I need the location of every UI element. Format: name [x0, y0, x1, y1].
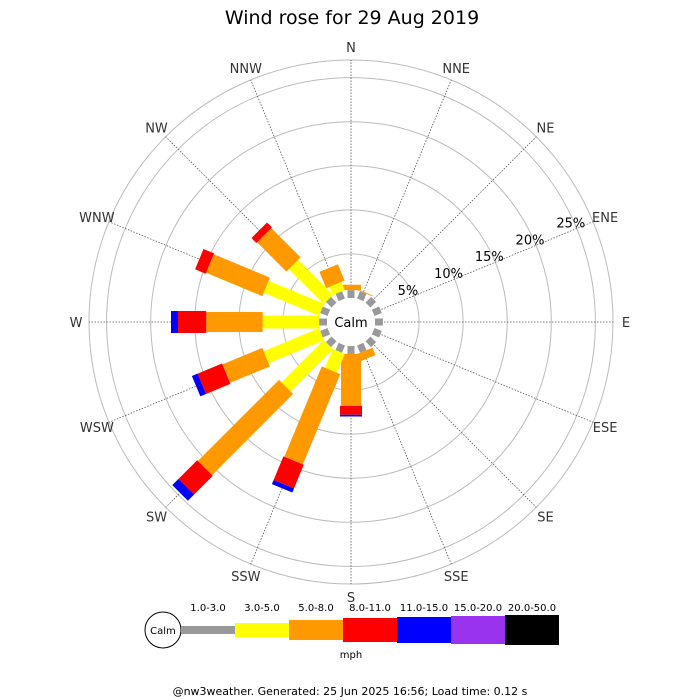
direction-label-se: SE [537, 511, 553, 526]
bar-nw-5.0-8.0 [257, 228, 301, 272]
bar-ssw-11.0-15.0 [271, 480, 294, 493]
direction-label-nnw: NNW [230, 62, 262, 77]
direction-label-ne: NE [537, 122, 555, 137]
speed-legend: Calm 1.0-3.0 3.0-5.0 5.0-8.0 8.0-11.0 11.0-15… [144, 603, 559, 661]
percent-label-15: 15% [475, 250, 504, 265]
bar-s-8.0-11.0 [340, 405, 362, 415]
footer-text: @nw3weather. Generated: 25 Jun 2025 16:5… [173, 685, 528, 698]
bar-ene-1.0-3.0 [371, 306, 382, 316]
bar-nw-3.0-5.0 [288, 259, 333, 304]
direction-label-wnw: WNW [79, 211, 115, 226]
bar-nne-5.0-8.0 [354, 287, 373, 297]
legend-swatch-1.0-3.0 [181, 626, 235, 634]
bar-nw-8.0-11.0 [251, 222, 272, 243]
bar-w-1.0-3.0 [319, 318, 327, 326]
bar-wsw-3.0-5.0 [263, 328, 324, 364]
bar-s-5.0-8.0 [341, 353, 361, 406]
bar-wnw-8.0-11.0 [195, 249, 215, 274]
legend-label-20.0-50.0: 20.0-50.0 [508, 603, 556, 614]
percent-label-5: 5% [398, 284, 419, 299]
chart-title: Wind rose for 29 Aug 2019 [225, 7, 479, 29]
direction-labels: N NNE NE ENE E ESE SE SSE S SSW SW WSW W WNW NW NNW [70, 41, 631, 606]
legend-swatch-3.0-5.0 [235, 623, 289, 637]
bar-w-11.0-15.0 [171, 311, 178, 333]
bar-w-3.0-5.0 [262, 315, 320, 329]
percent-label-10: 10% [434, 267, 463, 282]
legend-swatch-11.0-15.0 [397, 617, 451, 643]
legend-label-1.0-3.0: 1.0-3.0 [190, 603, 225, 614]
direction-label-wsw: WSW [80, 421, 114, 436]
spoke-nne [359, 79, 452, 300]
bar-wsw-1.0-3.0 [320, 328, 331, 338]
bar-nw-1.0-3.0 [325, 296, 337, 308]
percent-label-25: 25% [556, 217, 585, 232]
bar-ssw-1.0-3.0 [335, 342, 345, 353]
bar-nnw-3.0-5.0 [329, 281, 345, 295]
calm-circle [327, 298, 375, 346]
direction-label-nne: NNE [442, 62, 470, 77]
direction-label-ssw: SSW [231, 570, 261, 585]
direction-label-n: N [346, 41, 356, 56]
legend-swatch-5.0-8.0 [289, 620, 343, 640]
bar-sw-3.0-5.0 [281, 340, 333, 392]
legend-swatch-20.0-50.0 [505, 615, 559, 645]
spoke-se [367, 338, 537, 508]
legend-label-3.0-5.0: 3.0-5.0 [244, 603, 279, 614]
bar-sw-1.0-3.0 [325, 336, 337, 348]
bar-wnw-5.0-8.0 [206, 254, 270, 297]
bar-ese-1.0-3.0 [371, 328, 382, 338]
bar-ssw-5.0-8.0 [284, 366, 341, 465]
bar-e-1.0-3.0 [375, 318, 383, 326]
legend-calm-label: Calm [150, 626, 176, 637]
legend-label-8.0-11.0: 8.0-11.0 [349, 603, 391, 614]
legend-label-11.0-15.0: 11.0-15.0 [400, 603, 448, 614]
direction-label-ese: ESE [593, 421, 618, 436]
bar-w-5.0-8.0 [206, 312, 263, 332]
bar-w-8.0-11.0 [178, 311, 207, 333]
direction-label-w: W [70, 316, 83, 331]
legend-label-5.0-8.0: 5.0-8.0 [298, 603, 333, 614]
legend-unit: mph [340, 650, 362, 661]
spoke-sse [359, 344, 452, 565]
wind-bars [171, 222, 383, 501]
bar-nnw-5.0-8.0 [319, 264, 345, 289]
direction-label-s: S [347, 591, 355, 606]
legend-label-15.0-20.0: 15.0-20.0 [454, 603, 502, 614]
direction-label-ene: ENE [592, 211, 618, 226]
spoke-ene [373, 221, 594, 314]
bar-wsw-5.0-8.0 [222, 347, 270, 383]
direction-label-sw: SW [146, 511, 167, 526]
bar-se-1.0-3.0 [365, 336, 377, 348]
bar-sw-11.0-15.0 [172, 478, 195, 501]
grid-circle-4 [150, 121, 552, 523]
bar-ssw-3.0-5.0 [325, 349, 345, 373]
bar-sw-5.0-8.0 [197, 379, 294, 476]
calm-label: Calm [334, 316, 367, 331]
bar-nnw-1.0-3.0 [335, 291, 345, 302]
legend-swatch-8.0-11.0 [343, 618, 397, 642]
bar-wsw-8.0-11.0 [197, 363, 231, 394]
bar-nne-1.0-3.0 [357, 291, 367, 302]
legend-swatch-15.0-20.0 [451, 616, 505, 644]
bar-wnw-3.0-5.0 [263, 280, 324, 316]
bar-wsw-11.0-15.0 [191, 373, 206, 397]
direction-label-nw: NW [145, 122, 168, 137]
percent-label-20: 20% [516, 233, 545, 248]
spoke-nnw [250, 79, 343, 300]
bar-n-1.0-3.0 [347, 290, 355, 298]
bar-sw-8.0-11.0 [178, 460, 213, 495]
bar-ssw-8.0-11.0 [273, 456, 304, 489]
bar-s-11.0-15.0 [340, 414, 362, 417]
bar-wnw-1.0-3.0 [320, 306, 331, 316]
spoke-ese [373, 330, 594, 423]
bar-sse-1.0-3.0 [357, 342, 367, 353]
direction-label-sse: SSE [444, 570, 469, 585]
bar-s-1.0-3.0 [347, 346, 355, 354]
bar-ne-1.0-3.0 [365, 296, 377, 308]
percent-labels: 5% 10% 15% 20% 25% [398, 217, 586, 299]
direction-label-e: E [622, 316, 630, 331]
spoke-ne [367, 136, 537, 306]
